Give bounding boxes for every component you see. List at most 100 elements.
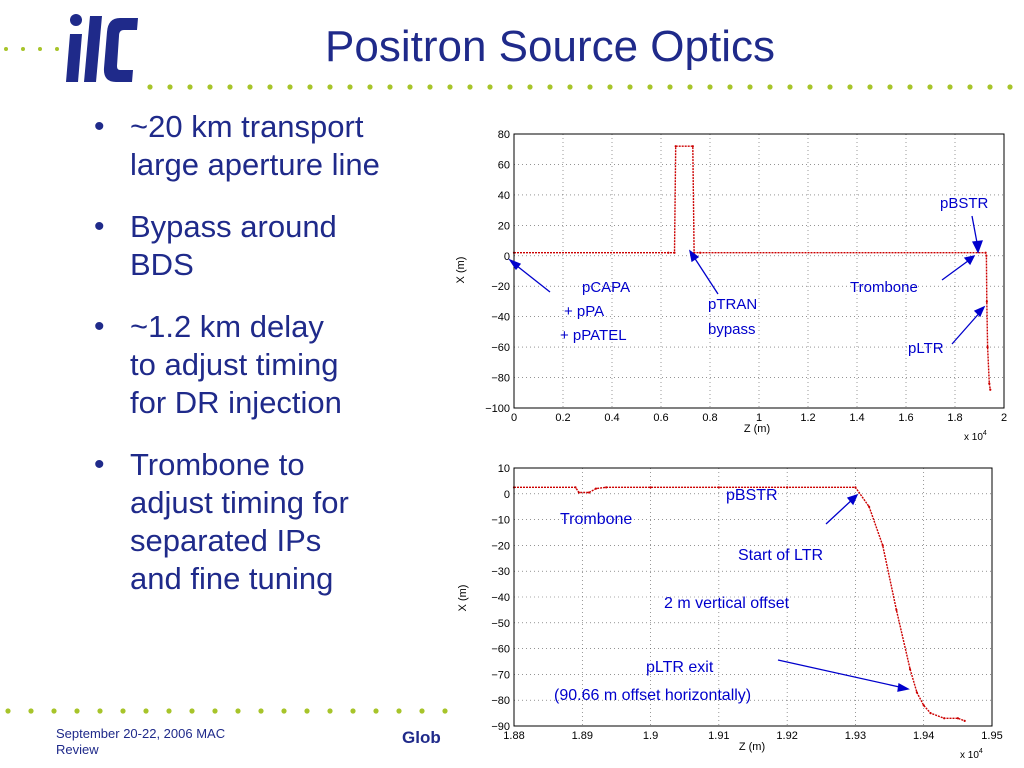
deco-dot bbox=[373, 708, 379, 714]
y-tick-label: −100 bbox=[485, 403, 510, 415]
y-tick-label: −10 bbox=[491, 515, 510, 527]
annotation-ptran: pTRAN bbox=[708, 296, 757, 313]
y-tick-label: −60 bbox=[491, 342, 510, 354]
y-tick-label: −30 bbox=[491, 566, 510, 578]
deco-dot bbox=[527, 84, 533, 90]
deco-dot bbox=[28, 708, 34, 714]
x-tick-label: 1.94 bbox=[913, 730, 934, 742]
deco-dot bbox=[189, 708, 195, 714]
x-axis-label: Z (m) bbox=[744, 423, 770, 435]
deco-dot bbox=[258, 708, 264, 714]
data-point bbox=[673, 251, 676, 254]
x-tick-label: 1.91 bbox=[708, 730, 729, 742]
deco-dot bbox=[304, 708, 310, 714]
data-point bbox=[985, 254, 988, 257]
y-tick-label: −80 bbox=[491, 695, 510, 707]
deco-dot bbox=[627, 84, 633, 90]
bullet-icon: • bbox=[94, 210, 105, 243]
footer-event: Glob bbox=[402, 728, 441, 747]
deco-dot bbox=[247, 84, 253, 90]
x-tick-label: 2 bbox=[1001, 412, 1007, 424]
data-point bbox=[956, 717, 959, 720]
annotation-bypass: bypass bbox=[708, 321, 756, 338]
deco-dot bbox=[5, 708, 11, 714]
bullet-icon: • bbox=[94, 310, 105, 343]
data-point bbox=[605, 486, 608, 489]
deco-dot bbox=[207, 84, 213, 90]
chart-annotations: pBSTR Trombone Start of LTR 2 m vertical… bbox=[554, 487, 823, 704]
deco-dot bbox=[807, 84, 813, 90]
deco-dot bbox=[235, 708, 241, 714]
data-point bbox=[915, 691, 918, 694]
deco-dot bbox=[4, 47, 8, 51]
deco-dot bbox=[74, 708, 80, 714]
bullet-item: • Trombone to adjust timing for separated… bbox=[92, 446, 472, 598]
y-tick-label: −40 bbox=[491, 312, 510, 324]
plot-frame bbox=[513, 133, 1005, 409]
y-tick-label: −20 bbox=[491, 281, 510, 293]
data-point bbox=[699, 251, 702, 254]
deco-dot bbox=[407, 84, 413, 90]
data-point bbox=[574, 486, 577, 489]
deco-dot bbox=[847, 84, 853, 90]
data-point bbox=[717, 486, 720, 489]
chart-series bbox=[512, 486, 966, 722]
x-exponent-label: x 104 bbox=[964, 430, 987, 443]
data-point bbox=[881, 544, 884, 547]
deco-dot bbox=[97, 708, 103, 714]
deco-dot bbox=[547, 84, 553, 90]
bullet-icon: • bbox=[94, 110, 105, 143]
x-tick-label: 1.89 bbox=[572, 730, 593, 742]
y-tick-label: 80 bbox=[498, 129, 510, 141]
annotation-horizontal-offset: (90.66 m offset horizontally) bbox=[554, 687, 751, 704]
annotation-pbstr: pBSTR bbox=[940, 195, 989, 212]
deco-dot bbox=[166, 708, 172, 714]
x-tick-label: 1.92 bbox=[776, 730, 797, 742]
deco-dot bbox=[267, 84, 273, 90]
deco-dot bbox=[447, 84, 453, 90]
x-tick-label: 0 bbox=[511, 412, 517, 424]
bullet-item: • ~1.2 km delay to adjust timing for DR i… bbox=[92, 308, 472, 422]
deco-dot bbox=[55, 47, 59, 51]
bullet-icon: • bbox=[94, 448, 105, 481]
ilc-logo-icon bbox=[66, 14, 138, 82]
deco-dot bbox=[350, 708, 356, 714]
y-tick-label: −50 bbox=[491, 618, 510, 630]
data-point bbox=[985, 300, 988, 303]
data-point bbox=[594, 487, 598, 490]
annotation-pltr-exit: pLTR exit bbox=[646, 659, 714, 676]
deco-dot bbox=[120, 708, 126, 714]
annotation-ppa: + pPA bbox=[564, 303, 604, 320]
bullet-text: Trombone to adjust timing for separated … bbox=[130, 447, 349, 596]
deco-dot bbox=[707, 84, 713, 90]
annotation-pltr: pLTR bbox=[908, 340, 944, 357]
y-tick-label: 40 bbox=[498, 190, 510, 202]
deco-dot bbox=[947, 84, 953, 90]
y-tick-label: 20 bbox=[498, 220, 510, 232]
x-exponent-label: x 104 bbox=[960, 748, 983, 761]
chart-grid bbox=[513, 133, 1005, 409]
deco-dot bbox=[419, 708, 425, 714]
bullet-list: • ~20 km transport large aperture line • B… bbox=[92, 108, 472, 622]
data-point bbox=[691, 145, 694, 148]
deco-dot bbox=[567, 84, 573, 90]
deco-dot bbox=[987, 84, 993, 90]
deco-dot bbox=[227, 84, 233, 90]
deco-dot bbox=[307, 84, 313, 90]
deco-dot bbox=[507, 84, 513, 90]
deco-dot bbox=[143, 708, 149, 714]
y-tick-label: 0 bbox=[504, 251, 510, 263]
y-tick-label: −60 bbox=[491, 644, 510, 656]
deco-dot bbox=[281, 708, 287, 714]
deco-dot bbox=[287, 84, 293, 90]
deco-dot bbox=[347, 84, 353, 90]
deco-dot bbox=[396, 708, 402, 714]
y-tick-label: −70 bbox=[491, 669, 510, 681]
data-point bbox=[963, 719, 966, 722]
y-tick-label: −80 bbox=[491, 373, 510, 385]
deco-dot bbox=[147, 84, 153, 90]
deco-dot bbox=[387, 84, 393, 90]
deco-dot bbox=[38, 47, 42, 51]
data-point bbox=[922, 704, 925, 707]
